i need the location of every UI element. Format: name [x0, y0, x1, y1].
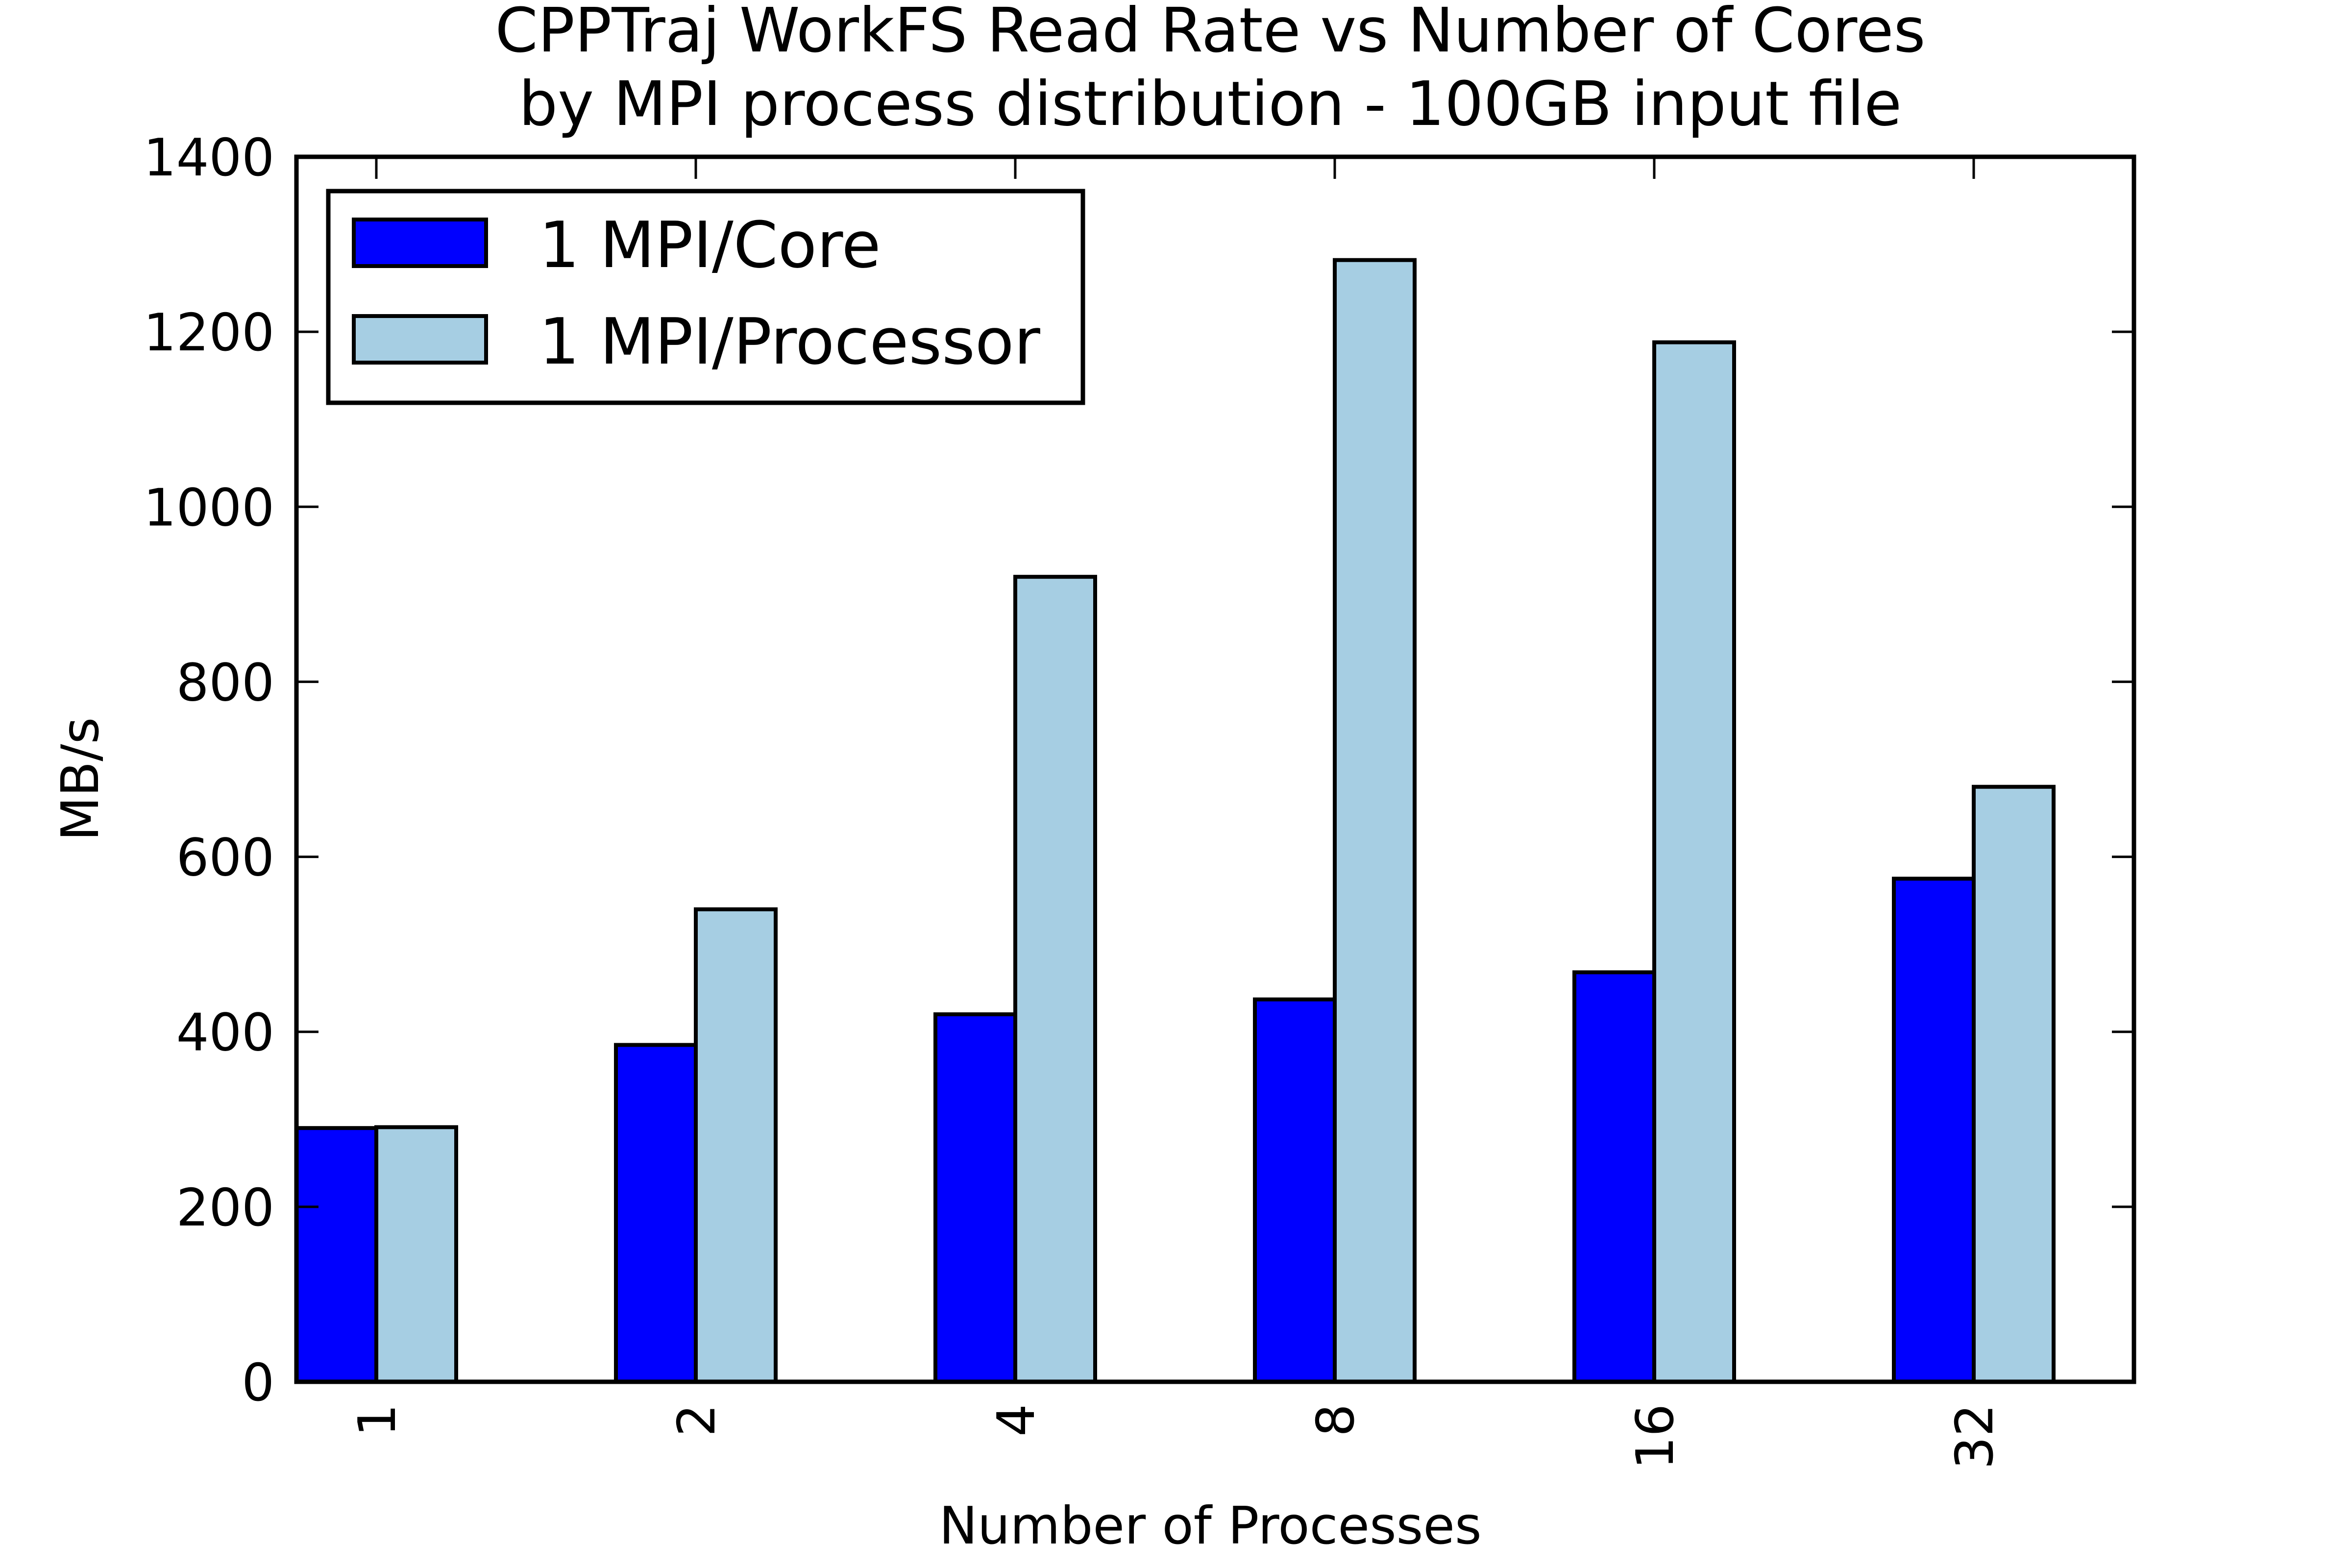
bar-mpi-core-8: [1253, 997, 1337, 1384]
chart-title: CPPTraj WorkFS Read Rate vs Number of Co…: [495, 0, 1925, 66]
legend-swatch-1-mpi-core: [352, 218, 488, 268]
axes-frame: [294, 154, 2136, 1384]
x-tick-label: 1: [347, 1404, 407, 1437]
y-tick-label: 1200: [144, 303, 274, 363]
y-tick-label: 1000: [144, 478, 274, 538]
bar-mpi-core-16: [1572, 970, 1656, 1384]
bar-mpi-processor-32: [1972, 784, 2056, 1384]
x-tick-label: 2: [667, 1404, 727, 1437]
bar-mpi-processor-2: [694, 907, 778, 1384]
bar-mpi-core-1: [294, 1126, 378, 1384]
y-tick-label: 0: [242, 1353, 274, 1413]
legend-label-1-mpi-processor: 1 MPI/Processor: [539, 304, 1040, 379]
y-tick-label: 400: [176, 1003, 274, 1063]
x-tick-label: 16: [1625, 1404, 1685, 1470]
x-tick-label: 32: [1945, 1404, 2005, 1470]
bar-mpi-core-32: [1892, 877, 1976, 1384]
x-tick-label: 4: [986, 1404, 1046, 1437]
y-axis-label: MB/s: [50, 717, 110, 841]
bar-mpi-core-2: [614, 1043, 698, 1384]
y-tick-label: 200: [176, 1178, 274, 1238]
bar-mpi-processor-1: [374, 1125, 458, 1384]
legend-label-1-mpi-core: 1 MPI/Core: [539, 208, 881, 282]
bar-mpi-processor-16: [1652, 340, 1736, 1384]
bar-mpi-core-4: [933, 1012, 1017, 1384]
bar-mpi-processor-4: [1013, 575, 1097, 1384]
y-tick-label: 600: [176, 828, 274, 888]
bar-mpi-processor-8: [1333, 258, 1417, 1384]
legend: 1 MPI/Core 1 MPI/Processor: [326, 189, 1085, 405]
legend-swatch-1-mpi-processor: [352, 314, 488, 365]
y-tick-label: 800: [176, 653, 274, 712]
plot-area: 0 200 400 600 800 1000 1200 1400 1 2 4 8 16 32: [144, 128, 2136, 1470]
chart-subtitle: by MPI process distribution - 100GB inpu…: [519, 69, 1902, 140]
x-tick-label: 8: [1306, 1404, 1366, 1437]
x-axis-label: Number of Processes: [939, 1496, 1481, 1556]
y-tick-label: 1400: [144, 128, 274, 188]
